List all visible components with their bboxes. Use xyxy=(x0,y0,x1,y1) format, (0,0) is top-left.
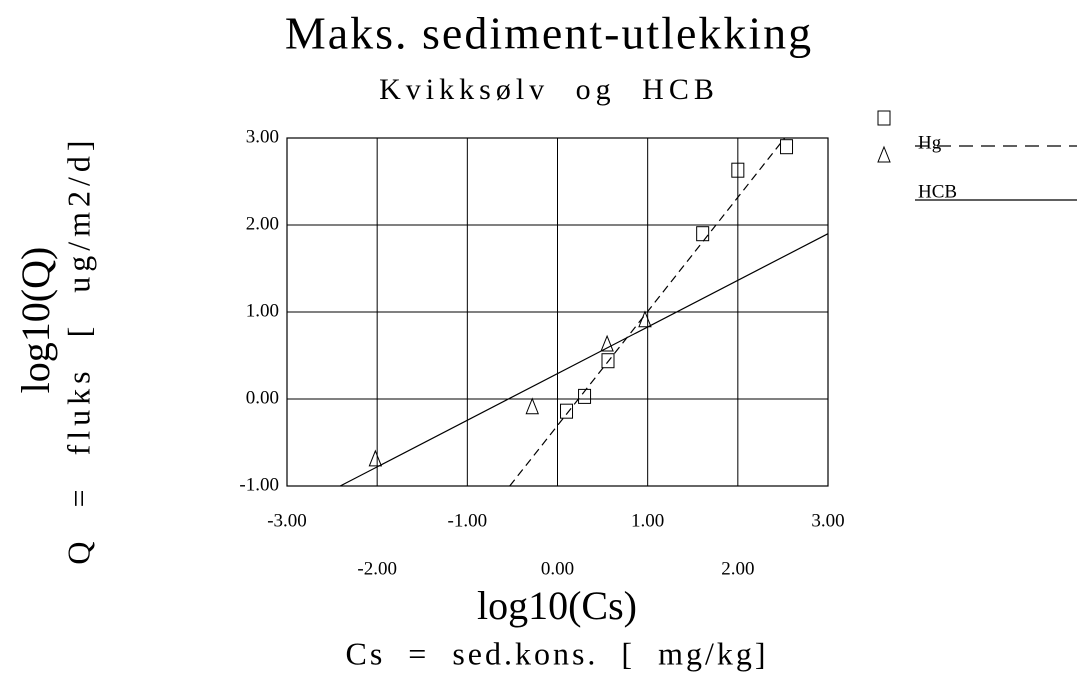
legend-label: Hg xyxy=(918,132,942,153)
legend-marker xyxy=(877,145,891,163)
x-tick-label: 2.00 xyxy=(721,558,754,579)
x-tick-label: -1.00 xyxy=(448,510,488,531)
data-point xyxy=(600,334,614,352)
y-tick-label: 1.00 xyxy=(246,300,279,321)
x-tick-label: -3.00 xyxy=(267,510,307,531)
data-point xyxy=(780,139,794,155)
data-point xyxy=(525,397,539,415)
chart-subtitle: Kvikksølv og HCB xyxy=(379,73,719,106)
fit-line xyxy=(509,137,786,487)
legend-marker xyxy=(877,110,891,126)
y-tick-label: 2.00 xyxy=(246,213,279,234)
y-tick-label: 3.00 xyxy=(246,126,279,147)
data-point xyxy=(638,310,652,328)
x-axis-label-2: Cs = sed.kons. [ mg/kg] xyxy=(345,635,768,671)
x-tick-label: 1.00 xyxy=(631,510,664,531)
x-tick-label: -2.00 xyxy=(357,558,397,579)
data-point xyxy=(368,449,383,467)
x-tick-label: 3.00 xyxy=(811,510,844,531)
fit-line xyxy=(339,233,829,487)
data-point xyxy=(601,353,615,369)
data-point xyxy=(731,162,745,178)
y-tick-label: -1.00 xyxy=(239,474,279,495)
x-axis-label: log10(Cs) xyxy=(477,583,637,628)
data-point xyxy=(578,388,592,404)
x-tick-label: 0.00 xyxy=(541,558,574,579)
legend-label: HCB xyxy=(918,181,957,202)
y-axis-label: log10(Q) xyxy=(13,247,58,394)
data-point xyxy=(696,226,710,242)
chart-title: Maks. sediment-utlekking xyxy=(285,8,813,59)
y-axis-label-2: Q = fluks [ ug/m2/d] xyxy=(60,135,96,564)
data-point xyxy=(560,403,574,419)
y-tick-label: 0.00 xyxy=(246,387,279,408)
